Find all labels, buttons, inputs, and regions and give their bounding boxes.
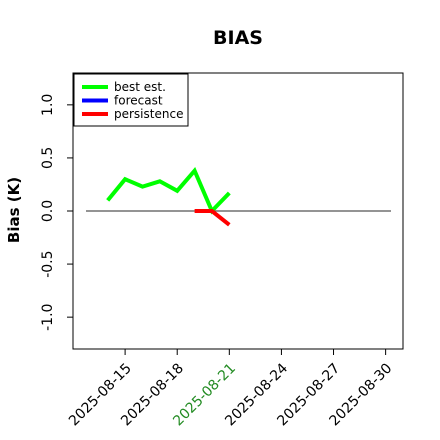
y-tick-label: 0.0 [40,200,56,222]
legend-entry: forecast [114,94,163,108]
y-tick-label: 0.5 [40,147,56,169]
y-tick-label: 1.0 [40,94,56,116]
y-axis-label: Bias (K) [5,177,23,243]
series-line-best-est [106,166,231,215]
legend-entry: best est. [114,80,166,94]
y-tick-label: -0.5 [40,250,56,277]
y-tick-label: -1.0 [40,304,56,331]
legend-entry: persistence [114,107,183,121]
series-line-persistence [194,209,231,227]
plot-area [86,166,391,227]
chart-title: BIAS [213,27,263,49]
axes: -1.0-0.50.00.51.02025-08-152025-08-18202… [40,94,395,430]
